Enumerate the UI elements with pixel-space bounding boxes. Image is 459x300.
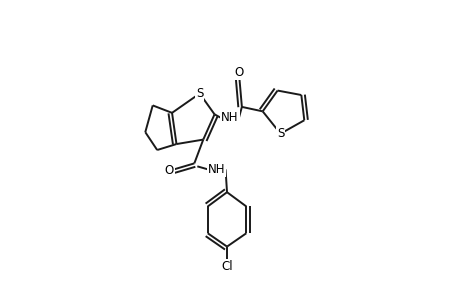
Text: S: S <box>276 127 284 140</box>
Text: Cl: Cl <box>221 260 232 273</box>
Text: O: O <box>234 66 243 79</box>
Text: NH: NH <box>221 111 238 124</box>
Text: O: O <box>164 164 174 177</box>
Text: S: S <box>196 87 203 100</box>
Text: NH: NH <box>207 163 225 176</box>
